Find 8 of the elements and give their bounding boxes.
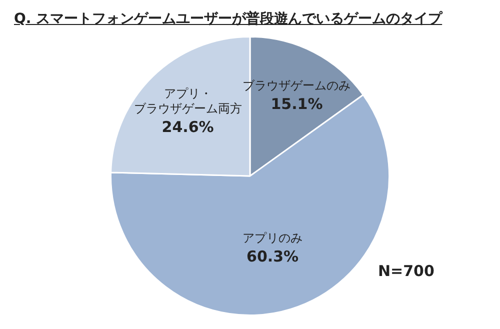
- chart-title: Q. スマートフォンゲームユーザーが普段遊んでいるゲームのタイプ: [14, 10, 442, 28]
- slice-label: アプリ・ブラウザゲーム両方: [134, 86, 242, 116]
- text: N=700: [378, 262, 434, 280]
- data-label: 15.1%: [270, 95, 323, 114]
- slice-label: ブラウザゲームのみ: [242, 78, 351, 92]
- slice-label: アプリのみ: [242, 230, 303, 245]
- data-label: 24.6%: [162, 118, 214, 136]
- data-label: 60.3%: [246, 248, 299, 266]
